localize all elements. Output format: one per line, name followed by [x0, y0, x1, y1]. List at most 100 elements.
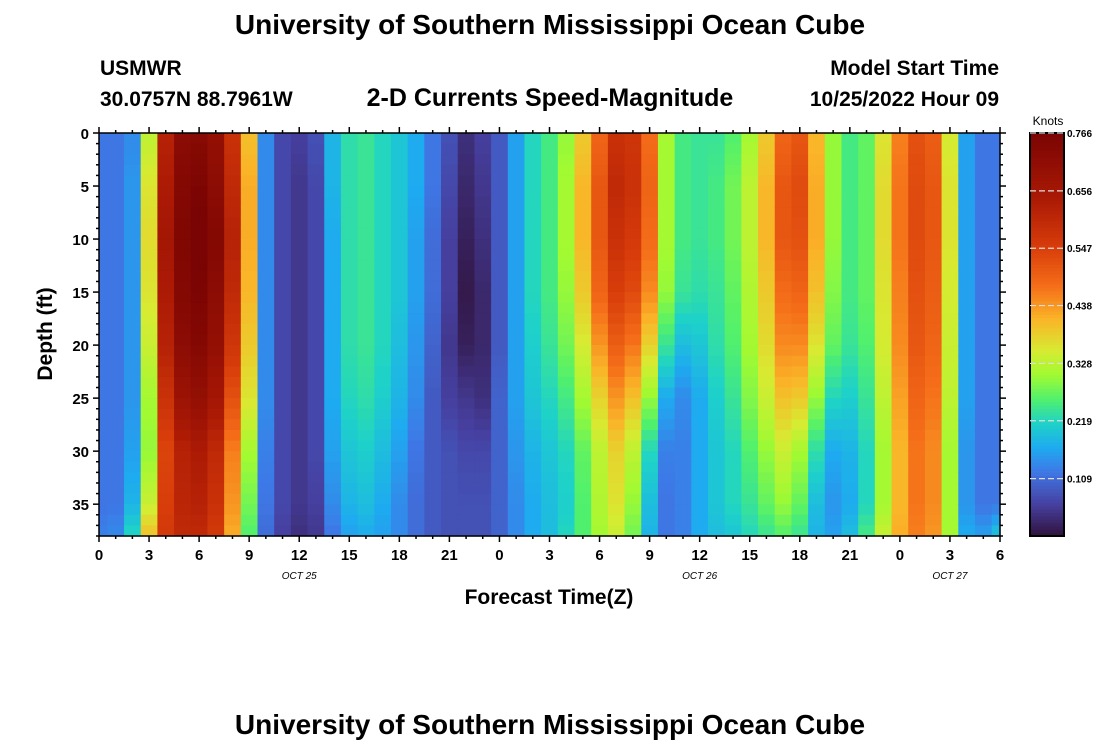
heatmap-cell [691, 207, 709, 219]
heatmap-cell [974, 313, 993, 325]
heatmap-cell [107, 249, 125, 261]
heatmap-cell [708, 154, 726, 166]
heatmap-cell [858, 514, 876, 526]
heatmap-cell [591, 525, 609, 537]
heatmap-cell [607, 302, 626, 314]
heatmap-cell [474, 207, 492, 219]
heatmap-cell [574, 196, 592, 208]
heatmap-cell [174, 302, 192, 314]
station-name: USMWR [100, 57, 182, 80]
heatmap-cell [708, 440, 726, 452]
heatmap-cell [708, 525, 726, 537]
heatmap-cell [908, 461, 926, 473]
colorbar-band [1030, 277, 1064, 282]
heatmap-cell [257, 334, 275, 346]
y-tick-label: 35 [72, 497, 89, 514]
heatmap-cell [774, 239, 793, 251]
heatmap-cell [140, 440, 158, 452]
heatmap-cell [99, 270, 108, 283]
heatmap-cell [841, 143, 859, 155]
heatmap-cell [624, 281, 642, 293]
colorbar-band [1030, 378, 1064, 383]
heatmap-cell [641, 143, 659, 155]
heatmap-cell [290, 398, 309, 410]
heatmap-cell [708, 164, 726, 177]
heatmap-cell [507, 323, 526, 336]
heatmap-cell [591, 376, 609, 389]
heatmap-cell [474, 429, 492, 442]
colorbar-tick-label: 0.219 [1067, 417, 1092, 428]
heatmap-cell [424, 323, 442, 336]
heatmap-cell [224, 281, 242, 293]
heatmap-cell [124, 493, 142, 505]
heatmap-cell [257, 504, 275, 516]
heatmap-cell [724, 355, 742, 367]
heatmap-cell [924, 345, 943, 357]
heatmap-cell [224, 207, 242, 219]
heatmap-cell [924, 196, 943, 208]
heatmap-cell [891, 207, 909, 219]
heatmap-cell [307, 482, 325, 495]
heatmap-cell [224, 440, 242, 452]
heatmap-cell [657, 366, 676, 378]
heatmap-cell [808, 228, 826, 240]
heatmap-cell [157, 366, 175, 378]
colorbar-band [1030, 455, 1064, 460]
heatmap-cell [224, 143, 242, 155]
heatmap-cell [324, 525, 342, 537]
heatmap-cell [541, 292, 559, 304]
heatmap-cell [674, 154, 692, 166]
heatmap-cell [157, 249, 175, 261]
heatmap-cell [207, 419, 225, 431]
heatmap-cell [758, 472, 776, 484]
heatmap-cell [307, 186, 325, 198]
heatmap-cell [507, 504, 526, 516]
heatmap-cell [324, 461, 342, 473]
heatmap-cell [624, 260, 642, 272]
heatmap-cell [974, 175, 993, 187]
heatmap-cell [174, 292, 192, 304]
heatmap-cell [457, 398, 476, 410]
heatmap-cell [958, 355, 976, 367]
heatmap-cell [140, 398, 158, 410]
heatmap-cell [607, 493, 626, 505]
heatmap-cell [340, 440, 359, 452]
heatmap-cell [357, 482, 375, 495]
x-tick-label: 0 [95, 547, 103, 564]
x-axis-label: Forecast Time(Z) [465, 586, 634, 609]
heatmap-cell [441, 493, 459, 505]
heatmap-cell [741, 175, 759, 187]
heatmap-cell [691, 228, 709, 240]
heatmap-cell [741, 228, 759, 240]
heatmap-cell [124, 154, 142, 166]
heatmap-cell [107, 355, 125, 367]
colorbar-band [1030, 485, 1064, 490]
heatmap-cell [974, 376, 993, 389]
heatmap-cell [424, 366, 442, 378]
heatmap-cell [507, 366, 526, 378]
heatmap-cell [240, 461, 259, 473]
heatmap-cell [891, 376, 909, 389]
colorbar-band [1030, 495, 1064, 500]
heatmap-cell [974, 228, 993, 240]
heatmap-cell [140, 133, 158, 145]
heatmap-cell [991, 196, 1001, 208]
heatmap-cell [390, 419, 409, 431]
heatmap-cell [224, 366, 242, 378]
heatmap-cell [407, 207, 425, 219]
heatmap-cell [691, 249, 709, 261]
heatmap-cell [774, 525, 793, 537]
heatmap-cell [424, 355, 442, 367]
heatmap-cell [841, 451, 859, 463]
heatmap-cell [507, 514, 526, 526]
colorbar-band [1030, 418, 1064, 423]
heatmap-cell [174, 493, 192, 505]
heatmap-cell [774, 217, 793, 230]
heatmap-cell [724, 451, 742, 463]
heatmap-cell [724, 482, 742, 495]
heatmap-cell [791, 398, 809, 410]
heatmap-cell [407, 270, 425, 283]
heatmap-cell [941, 355, 959, 367]
heatmap-cell [340, 525, 359, 537]
